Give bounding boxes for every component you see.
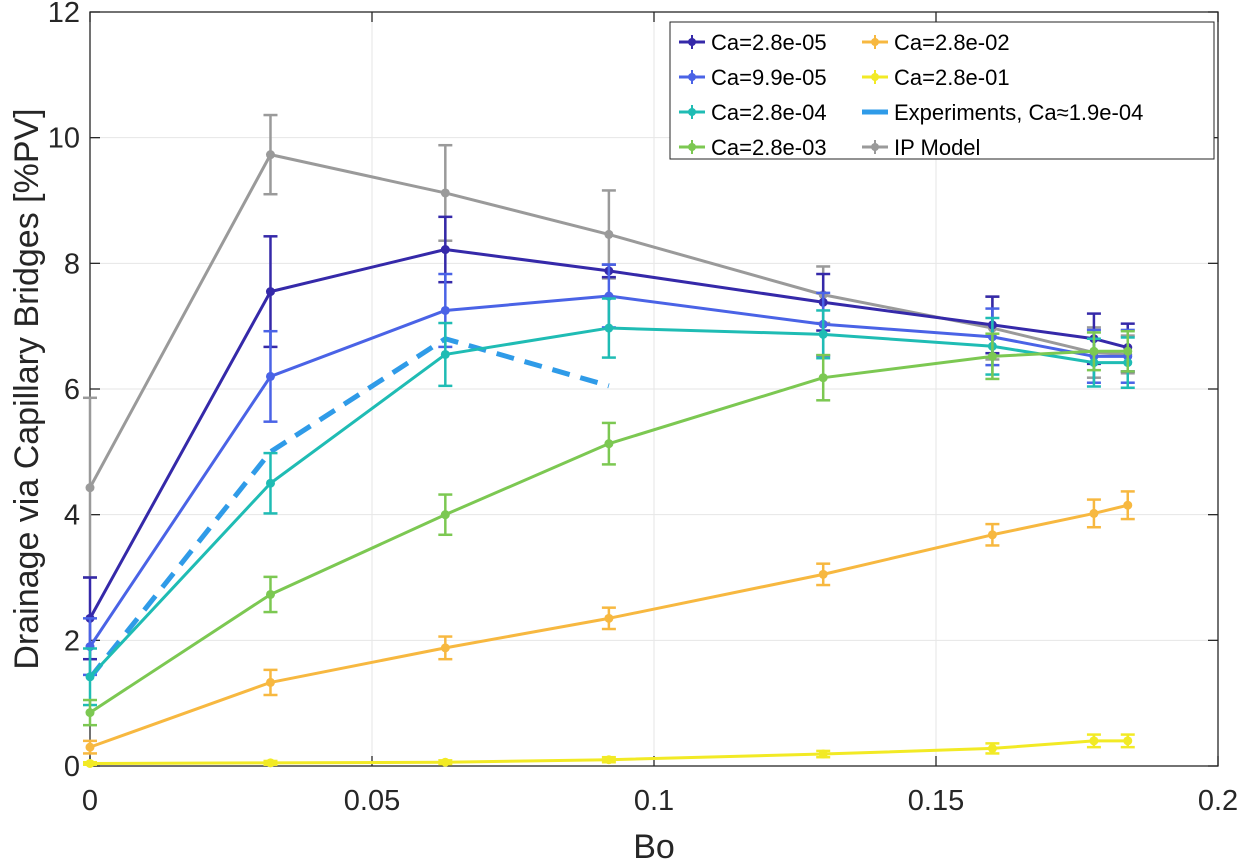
data-point	[987, 530, 997, 540]
legend-label: Ca=2.8e-03	[711, 135, 827, 160]
data-point	[987, 743, 997, 753]
experiment-dashed-line	[88, 336, 610, 680]
x-axis-title: Bo	[633, 828, 675, 863]
legend-label: Ca=2.8e-01	[894, 65, 1010, 90]
x-tick-label: 0.05	[344, 785, 400, 817]
data-point	[987, 351, 997, 361]
series-line	[88, 248, 1129, 620]
legend-label: Experiments, Ca≈1.9e-04	[894, 100, 1143, 125]
data-point	[604, 755, 614, 765]
data-point	[265, 589, 275, 599]
data-point	[440, 643, 450, 653]
legend-label: Ca=2.8e-05	[711, 30, 827, 55]
y-tick-label: 8	[64, 248, 80, 280]
data-point	[1089, 736, 1099, 746]
legend: Ca=2.8e-05 Ca=2.8e-02 Ca=9.9e-05 Ca=2.8e-01…	[669, 21, 1215, 160]
series-line	[89, 503, 1129, 749]
x-tick-label: 0	[82, 785, 98, 817]
data-point	[85, 742, 95, 752]
data-point	[265, 677, 275, 687]
data-point	[265, 478, 275, 488]
legend-label: IP Model	[894, 135, 980, 160]
data-point	[85, 758, 95, 768]
series-ca-2-8e-02	[83, 490, 1135, 755]
data-point	[1089, 508, 1099, 518]
data-point	[265, 287, 275, 297]
legend-label: Ca=2.8e-04	[711, 100, 827, 125]
legend-label: Ca=9.9e-05	[711, 65, 827, 90]
data-point	[440, 188, 450, 198]
x-tick-label: 0.2	[1198, 785, 1238, 817]
y-tick-label: 4	[64, 500, 80, 532]
y-tick-label: 2	[64, 625, 80, 657]
data-point	[818, 329, 828, 339]
data-point	[1123, 500, 1133, 510]
data-point	[604, 613, 614, 623]
data-point	[265, 150, 275, 160]
legend-swatch-marker	[688, 73, 696, 81]
series-line	[89, 349, 1128, 714]
y-tick-label: 6	[64, 374, 80, 406]
legend-swatch-marker	[871, 143, 879, 151]
x-tick-label: 0.1	[634, 785, 674, 817]
y-tick-label: 12	[48, 0, 80, 29]
series-line	[89, 739, 1128, 765]
data-point	[1123, 346, 1133, 356]
series-line	[88, 153, 1128, 489]
x-tick-label: 0.15	[908, 785, 964, 817]
data-point	[440, 349, 450, 359]
series-experiments-ca-1-9e-04	[88, 336, 610, 680]
data-point	[818, 569, 828, 579]
data-point	[604, 323, 614, 333]
legend-swatch-marker	[871, 38, 879, 46]
data-point	[1123, 736, 1133, 746]
data-point	[818, 373, 828, 383]
data-point	[440, 305, 450, 315]
data-point	[265, 371, 275, 381]
legend-swatch-marker	[688, 38, 696, 46]
data-point	[604, 439, 614, 449]
series-ca-2-8e-03	[83, 329, 1135, 727]
y-axis-title: Drainage via Capillary Bridges [%PV]	[8, 108, 46, 669]
data-point	[604, 229, 614, 239]
y-tick-label: 10	[48, 123, 80, 155]
data-point	[85, 672, 95, 682]
legend-swatch-marker	[688, 108, 696, 116]
data-point	[440, 245, 450, 255]
legend-swatch-marker	[871, 73, 879, 81]
legend-swatch-marker	[688, 143, 696, 151]
series-line	[88, 326, 1128, 678]
legend-label: Ca=2.8e-02	[894, 30, 1010, 55]
data-point	[1089, 346, 1099, 356]
data-point	[440, 757, 450, 767]
data-point	[440, 510, 450, 520]
series-layer	[83, 113, 1135, 768]
data-point	[818, 749, 828, 759]
series-ca-2-8e-01	[83, 733, 1135, 768]
data-point	[85, 483, 95, 493]
data-point	[85, 708, 95, 718]
legend-box	[669, 21, 1215, 160]
y-tick-label: 0	[64, 751, 80, 783]
x-axis-ticks: 0 0.05 0.1 0.15 0.2	[82, 12, 1238, 817]
data-point	[265, 758, 275, 768]
